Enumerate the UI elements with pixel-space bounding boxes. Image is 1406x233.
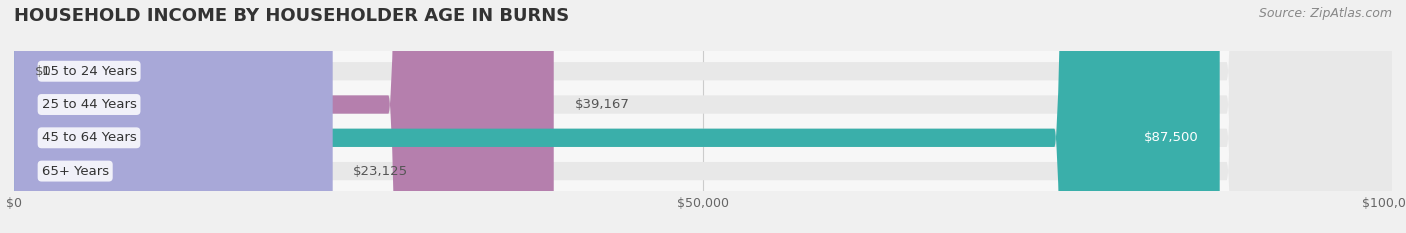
Text: $39,167: $39,167 (575, 98, 630, 111)
Text: 15 to 24 Years: 15 to 24 Years (42, 65, 136, 78)
FancyBboxPatch shape (14, 0, 1392, 233)
Text: 25 to 44 Years: 25 to 44 Years (42, 98, 136, 111)
Text: HOUSEHOLD INCOME BY HOUSEHOLDER AGE IN BURNS: HOUSEHOLD INCOME BY HOUSEHOLDER AGE IN B… (14, 7, 569, 25)
Text: 65+ Years: 65+ Years (42, 164, 108, 178)
Text: $23,125: $23,125 (353, 164, 409, 178)
Text: 45 to 64 Years: 45 to 64 Years (42, 131, 136, 144)
FancyBboxPatch shape (14, 0, 1392, 233)
FancyBboxPatch shape (14, 0, 1392, 233)
Text: $0: $0 (35, 65, 52, 78)
FancyBboxPatch shape (14, 0, 1220, 233)
Text: Source: ZipAtlas.com: Source: ZipAtlas.com (1258, 7, 1392, 20)
FancyBboxPatch shape (14, 0, 333, 233)
FancyBboxPatch shape (14, 0, 554, 233)
FancyBboxPatch shape (14, 0, 1392, 233)
Text: $87,500: $87,500 (1144, 131, 1199, 144)
